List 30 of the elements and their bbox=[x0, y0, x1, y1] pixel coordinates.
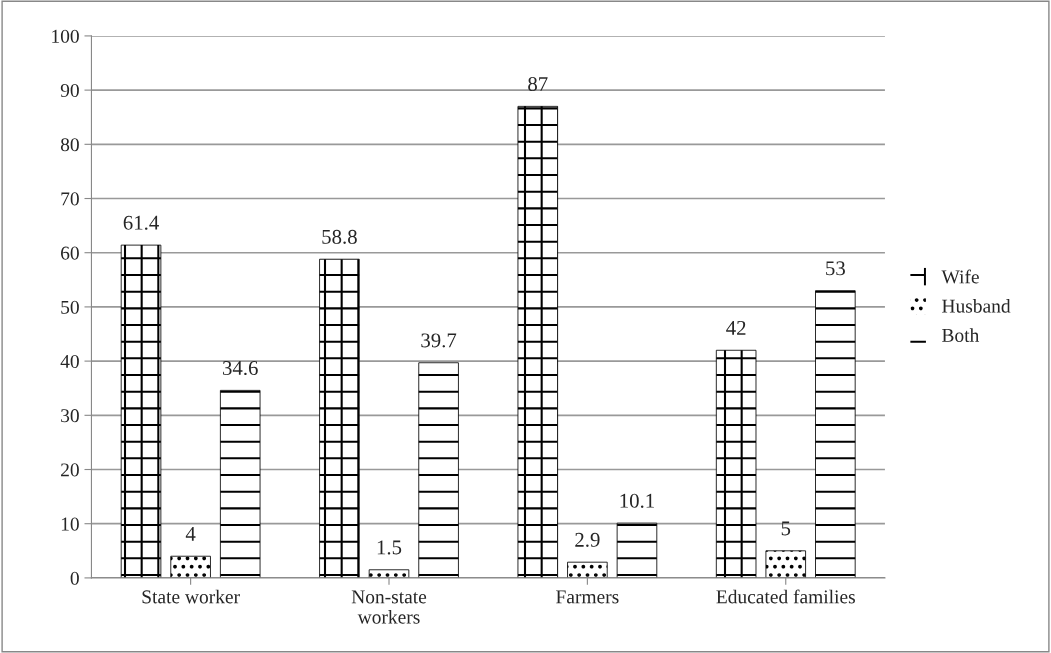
data-label: 39.7 bbox=[421, 333, 457, 348]
y-tick-label: 70 bbox=[61, 192, 79, 206]
legend-label: Wife bbox=[941, 269, 979, 284]
data-label: 2.9 bbox=[575, 532, 600, 547]
y-tick-label: 80 bbox=[60, 138, 79, 152]
y-tick-label: 20 bbox=[61, 463, 79, 477]
y-tick-label: 60 bbox=[61, 246, 79, 260]
data-label: 10.1 bbox=[620, 493, 654, 508]
x-tick-label: Farmers bbox=[556, 590, 619, 604]
data-label: 42 bbox=[726, 320, 746, 335]
x-tick-label: State worker bbox=[142, 589, 240, 604]
data-label: 61.4 bbox=[123, 215, 159, 230]
y-tick-label: 40 bbox=[60, 354, 79, 369]
legend-label: Both bbox=[942, 328, 980, 342]
y-tick-label: 50 bbox=[61, 300, 79, 314]
data-label: 1.5 bbox=[377, 540, 402, 555]
data-label: 87 bbox=[528, 76, 548, 92]
y-tick-label: 0 bbox=[70, 571, 79, 585]
y-tick-label: 90 bbox=[60, 83, 79, 98]
data-label: 4 bbox=[185, 526, 196, 541]
legend-label: Husband bbox=[942, 299, 1011, 313]
data-label: 58.8 bbox=[322, 229, 357, 244]
y-tick-label: 100 bbox=[52, 29, 79, 43]
x-tick-label: Educated families bbox=[716, 589, 855, 604]
data-label: 34.6 bbox=[222, 361, 258, 376]
data-label: 53 bbox=[826, 261, 845, 276]
data-label: 5 bbox=[781, 521, 791, 536]
y-tick-label: 10 bbox=[61, 517, 79, 531]
y-tick-label: 30 bbox=[61, 409, 79, 423]
x-tick-label: Non-state workers bbox=[351, 590, 427, 624]
